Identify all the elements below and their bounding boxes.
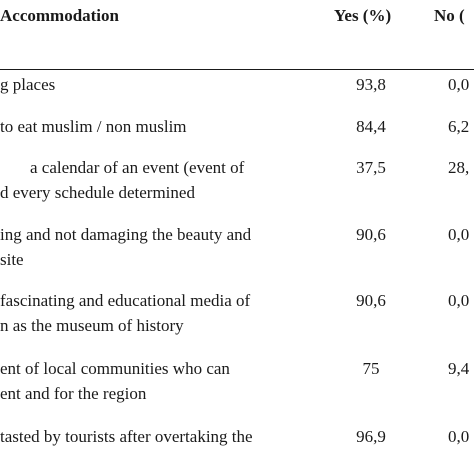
row-text-line2: site — [0, 250, 24, 269]
header-accommodation: Accommodation — [0, 6, 119, 25]
row-yes-value: 37,5 — [356, 158, 386, 177]
row-no-value: 6,2 — [448, 117, 470, 136]
header-yes: Yes (%) — [334, 6, 392, 25]
row-text-line2: d every schedule determined — [0, 183, 195, 202]
row-text-line1: tasted by tourists after overtaking the — [0, 427, 253, 446]
row-no-value: 0,0 — [448, 75, 470, 94]
row-text-line1: g places — [0, 75, 56, 94]
row-text-line1: ing and not damaging the beauty and — [0, 225, 252, 244]
row-yes-value: 90,6 — [356, 225, 386, 244]
row-text-line1: a calendar of an event (event of — [30, 158, 245, 177]
row-text-line1: fascinating and educational media of — [0, 291, 251, 310]
row-text-line2: n as the museum of history — [0, 316, 184, 335]
row-yes-value: 93,8 — [356, 75, 386, 94]
row-no-value: 28, — [448, 158, 470, 177]
row-text-line2: ent and for the region — [0, 384, 147, 403]
row-no-value: 0,0 — [448, 225, 470, 244]
row-no-value: 0,0 — [448, 291, 470, 310]
row-no-value: 0,0 — [448, 427, 470, 446]
row-yes-value: 90,6 — [356, 291, 386, 310]
row-yes-value: 84,4 — [356, 117, 386, 136]
header-no: No ( — [434, 6, 465, 25]
row-yes-value: 96,9 — [356, 427, 386, 446]
row-text-line1: ent of local communities who can — [0, 359, 230, 378]
header-rule — [0, 69, 474, 70]
row-yes-value: 75 — [362, 359, 380, 378]
row-no-value: 9,4 — [448, 359, 470, 378]
row-text-line1: to eat muslim / non muslim — [0, 117, 187, 136]
